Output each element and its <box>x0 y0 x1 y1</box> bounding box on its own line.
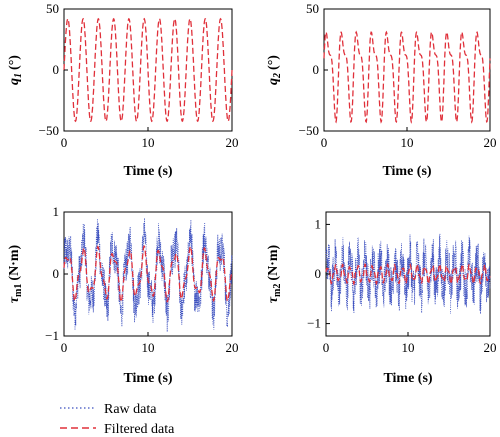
filtered-data-line <box>63 17 233 123</box>
filtered-data-line <box>325 262 491 286</box>
x-tick-label: 20 <box>226 340 239 355</box>
y-axis-label-main: τ <box>266 296 281 303</box>
y-axis-label-main: τ <box>7 296 22 303</box>
series-layer <box>63 17 233 123</box>
y-tick-label: 1 <box>315 216 322 231</box>
x-axis-label: Time (s) <box>123 371 172 386</box>
y-axis-label-sub: 2 <box>272 73 283 79</box>
x-tick-label: 10 <box>142 340 155 355</box>
x-tick-label: 10 <box>401 135 414 150</box>
y-axis-label-unit: (N·m) <box>266 244 281 280</box>
y-axis-label: τm2 (N·m) <box>266 244 283 303</box>
x-axis-label: Time (s) <box>382 164 431 179</box>
x-tick-label: 20 <box>484 340 497 355</box>
y-tick-label: −50 <box>39 123 59 138</box>
y-tick-label: 1 <box>53 204 60 219</box>
y-tick-label: 0 <box>313 62 320 77</box>
y-axis-label: τm1 (N·m) <box>7 244 24 303</box>
x-tick-label: 0 <box>321 135 328 150</box>
x-tick-label: 10 <box>142 135 155 150</box>
y-axis-label-unit: (N·m) <box>7 244 22 280</box>
x-axis-label: Time (s) <box>383 371 432 386</box>
y-tick-label: −1 <box>307 316 321 331</box>
y-axis-label-sub: m2 <box>272 284 283 297</box>
plot-frame <box>323 8 491 132</box>
y-tick-label: 0 <box>315 266 322 281</box>
y-tick-label: 0 <box>53 266 60 281</box>
series-layer <box>323 30 491 124</box>
x-tick-label: 20 <box>484 135 497 150</box>
filtered-data-line <box>63 245 233 304</box>
y-tick-label: 0 <box>53 62 60 77</box>
legend-raw-label: Raw data <box>104 402 157 417</box>
x-axis-label: Time (s) <box>123 164 172 179</box>
y-axis-label: q2 (°) <box>266 55 283 85</box>
x-tick-label: 10 <box>402 340 415 355</box>
series-layer <box>325 233 491 314</box>
y-axis-label-main: q <box>7 78 22 85</box>
legend: Raw data Filtered data <box>60 402 175 437</box>
filtered-data-line <box>323 30 491 124</box>
x-tick-label: 0 <box>323 340 330 355</box>
y-tick-label: 50 <box>306 1 319 16</box>
series-layer <box>63 217 233 332</box>
y-tick-label: 50 <box>46 1 59 16</box>
y-axis-label-unit: (°) <box>7 55 22 70</box>
x-tick-label: 0 <box>61 135 68 150</box>
y-axis-label-unit: (°) <box>266 55 281 70</box>
y-axis-label: q1 (°) <box>7 55 24 85</box>
raw-data-line <box>63 217 233 332</box>
y-axis-label-sub: 1 <box>13 73 24 78</box>
y-axis-label-sub: m1 <box>13 284 24 297</box>
legend-filtered-label: Filtered data <box>104 422 175 437</box>
y-axis-label-main: q <box>266 78 281 85</box>
y-tick-label: −1 <box>45 328 59 343</box>
x-tick-label: 20 <box>226 135 239 150</box>
x-tick-label: 0 <box>61 340 68 355</box>
y-tick-label: −50 <box>299 123 319 138</box>
